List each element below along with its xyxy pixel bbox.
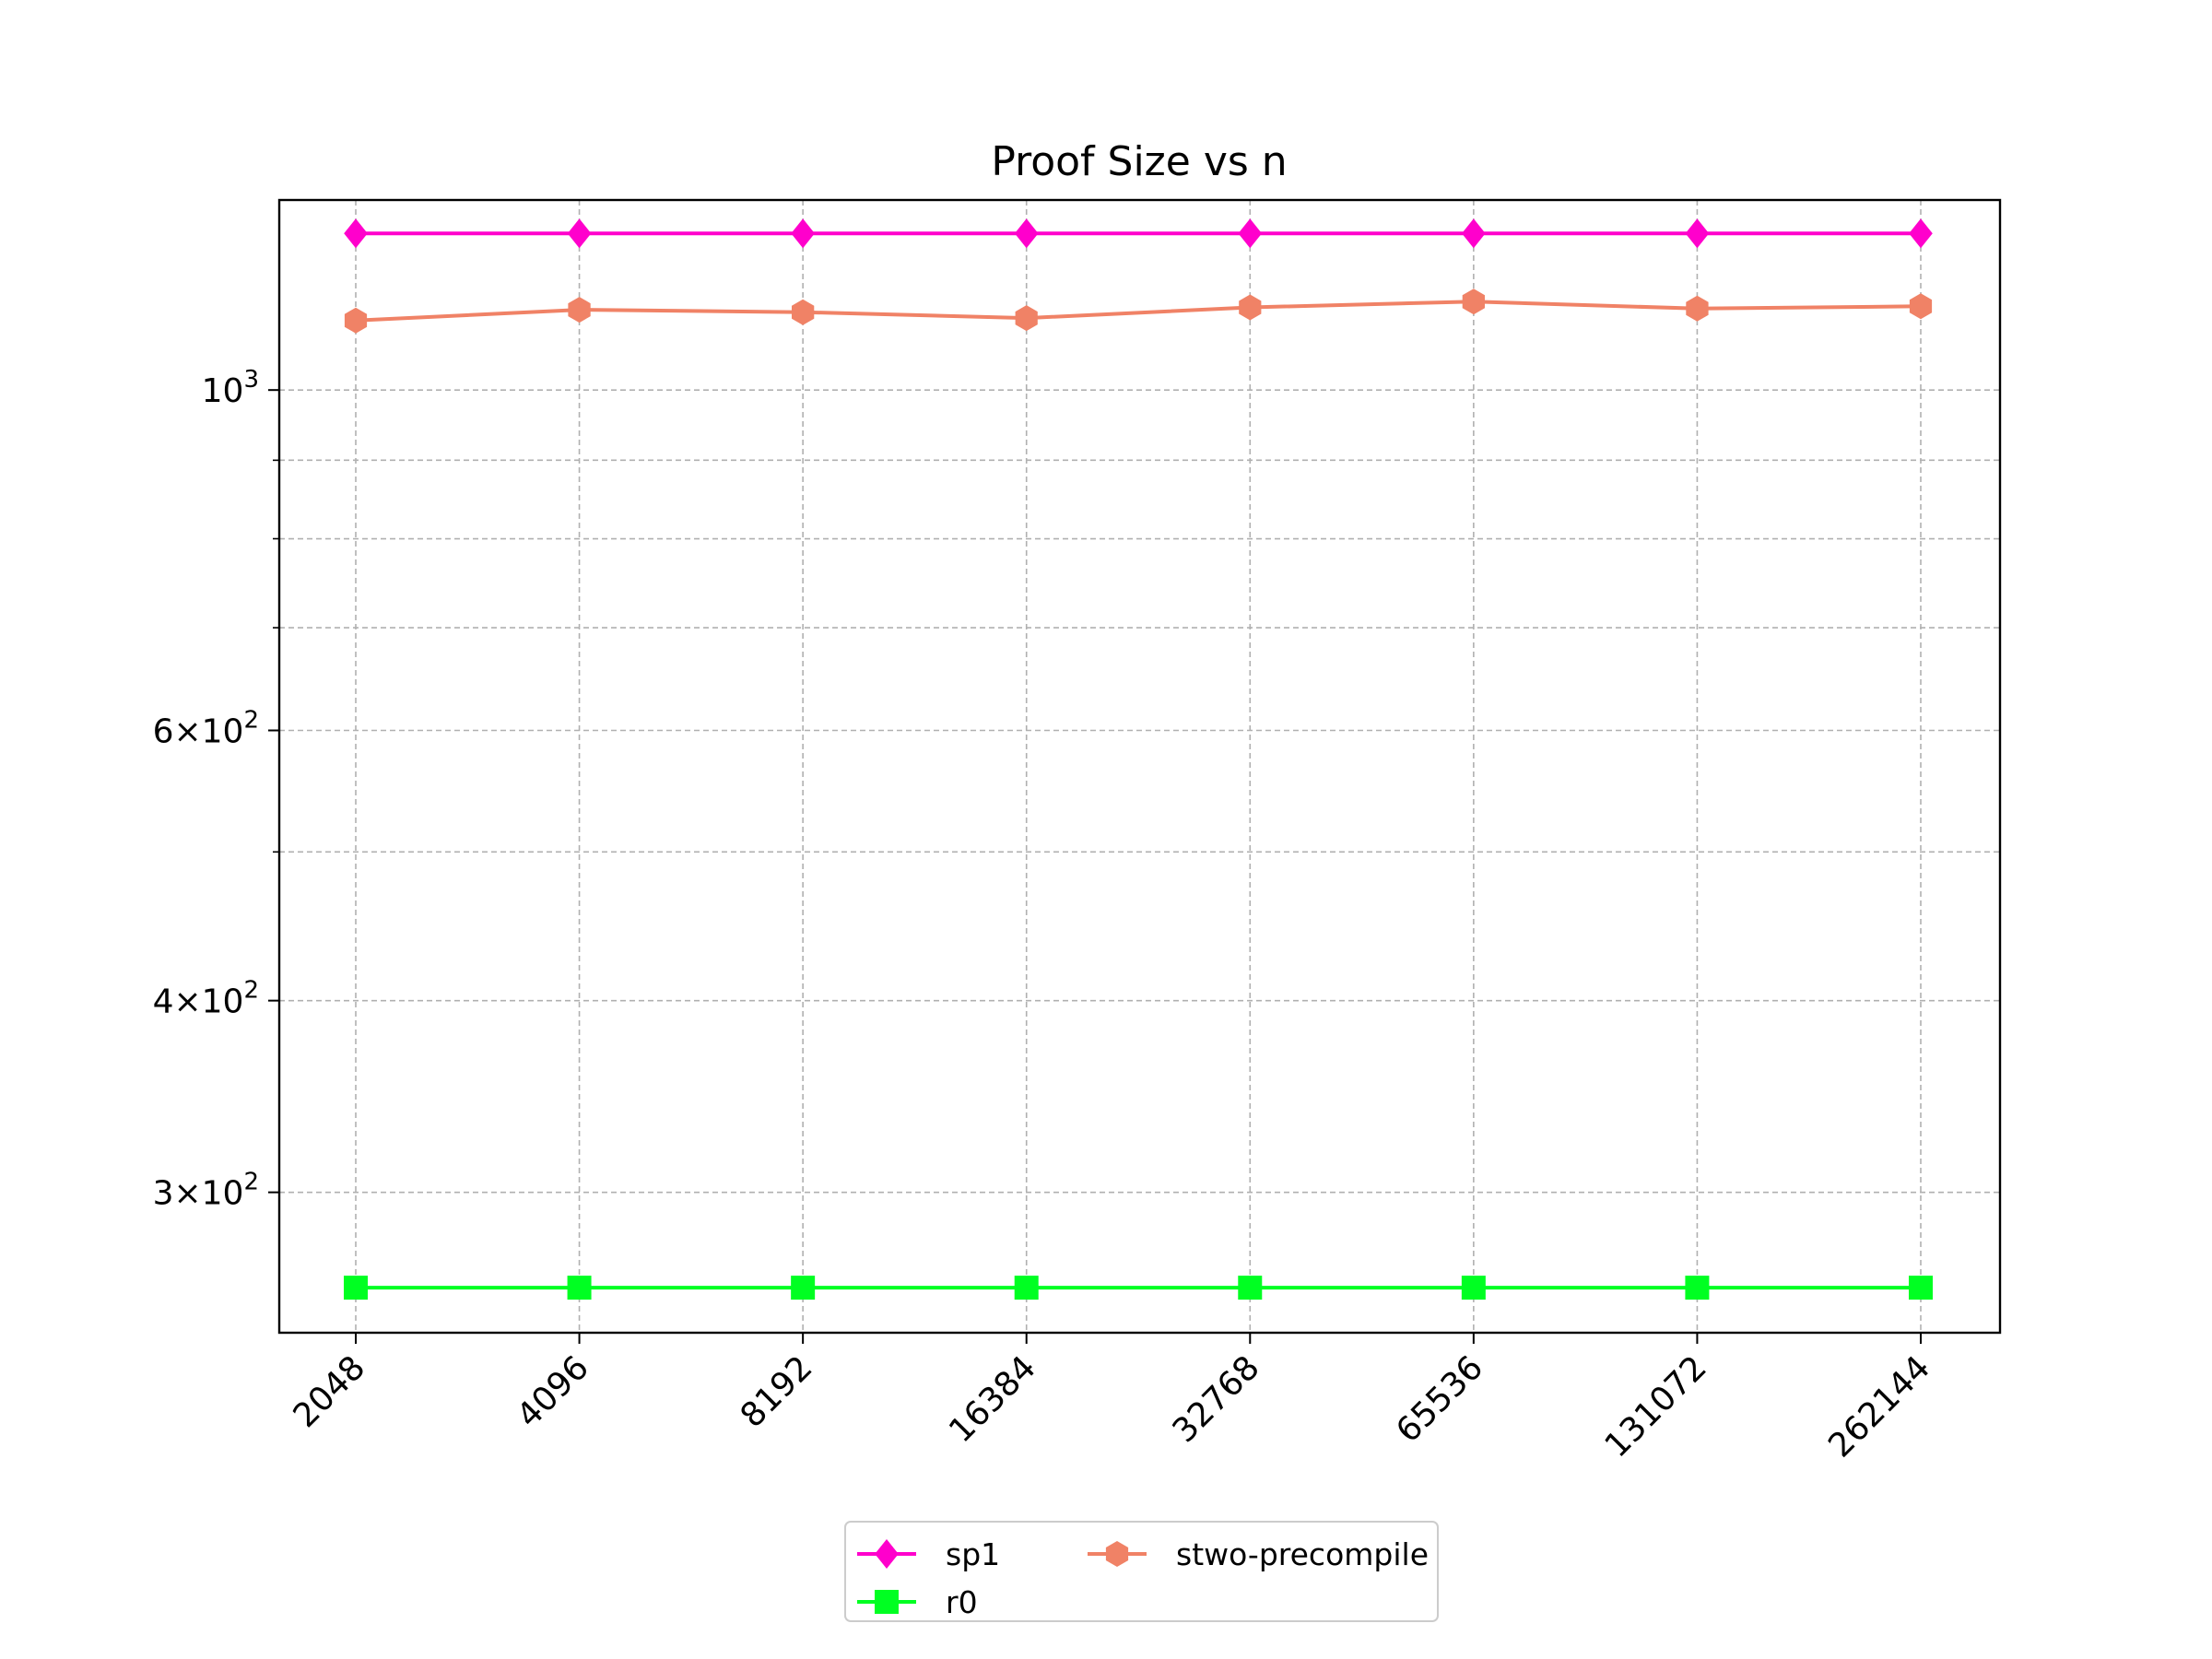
data-point	[1014, 1276, 1039, 1300]
y-tick-label: 103	[202, 366, 259, 410]
data-point	[1461, 1276, 1486, 1300]
legend: sp1 r0 stwo-precompile	[844, 1521, 1439, 1622]
data-point	[1909, 218, 1933, 249]
series-r0	[344, 1276, 1933, 1300]
data-point	[344, 307, 368, 334]
data-point	[1238, 218, 1263, 249]
legend-item-sp1: sp1	[857, 1536, 1000, 1572]
data-point	[1239, 294, 1262, 321]
data-point	[791, 218, 815, 249]
y-tick-label: 4×102	[153, 977, 259, 1021]
legend-label: stwo-precompile	[1176, 1536, 1429, 1572]
data-point	[344, 218, 368, 249]
data-point	[1909, 1276, 1933, 1300]
series-sp1	[344, 218, 1933, 249]
series-layer	[344, 218, 1933, 1300]
chart-title: Proof Size vs n	[991, 138, 1287, 185]
data-point	[1685, 218, 1710, 249]
legend-marker	[1105, 1541, 1129, 1567]
data-point	[792, 299, 815, 325]
legend-box	[844, 1521, 1439, 1622]
y-axis: 3×102 4×102 6×102 103	[153, 366, 279, 1213]
y-tick-label: 3×102	[153, 1169, 259, 1213]
data-point	[567, 1276, 592, 1300]
data-point	[791, 1276, 816, 1300]
data-point	[1238, 1276, 1263, 1300]
series-stwo-precompile	[344, 288, 1933, 334]
data-point	[1686, 295, 1709, 322]
legend-label: r0	[946, 1584, 978, 1620]
data-point	[1014, 218, 1039, 249]
legend-marker	[875, 1590, 899, 1614]
data-point	[567, 218, 592, 249]
data-point	[1015, 305, 1038, 332]
data-point	[1685, 1276, 1710, 1300]
legend-marker	[875, 1539, 899, 1569]
series-line	[355, 300, 1922, 323]
legend-item-r0: r0	[857, 1584, 978, 1620]
grid-layer	[279, 200, 2000, 1333]
data-point	[344, 1276, 368, 1300]
data-point	[1462, 218, 1486, 249]
y-tick-label: 6×102	[153, 707, 259, 751]
data-point	[1909, 293, 1933, 320]
legend-item-stwo-precompile: stwo-precompile	[1088, 1536, 1429, 1572]
data-point	[568, 297, 591, 324]
data-point	[1462, 288, 1485, 315]
plot-frame	[277, 198, 2002, 1335]
legend-label: sp1	[946, 1536, 1000, 1572]
